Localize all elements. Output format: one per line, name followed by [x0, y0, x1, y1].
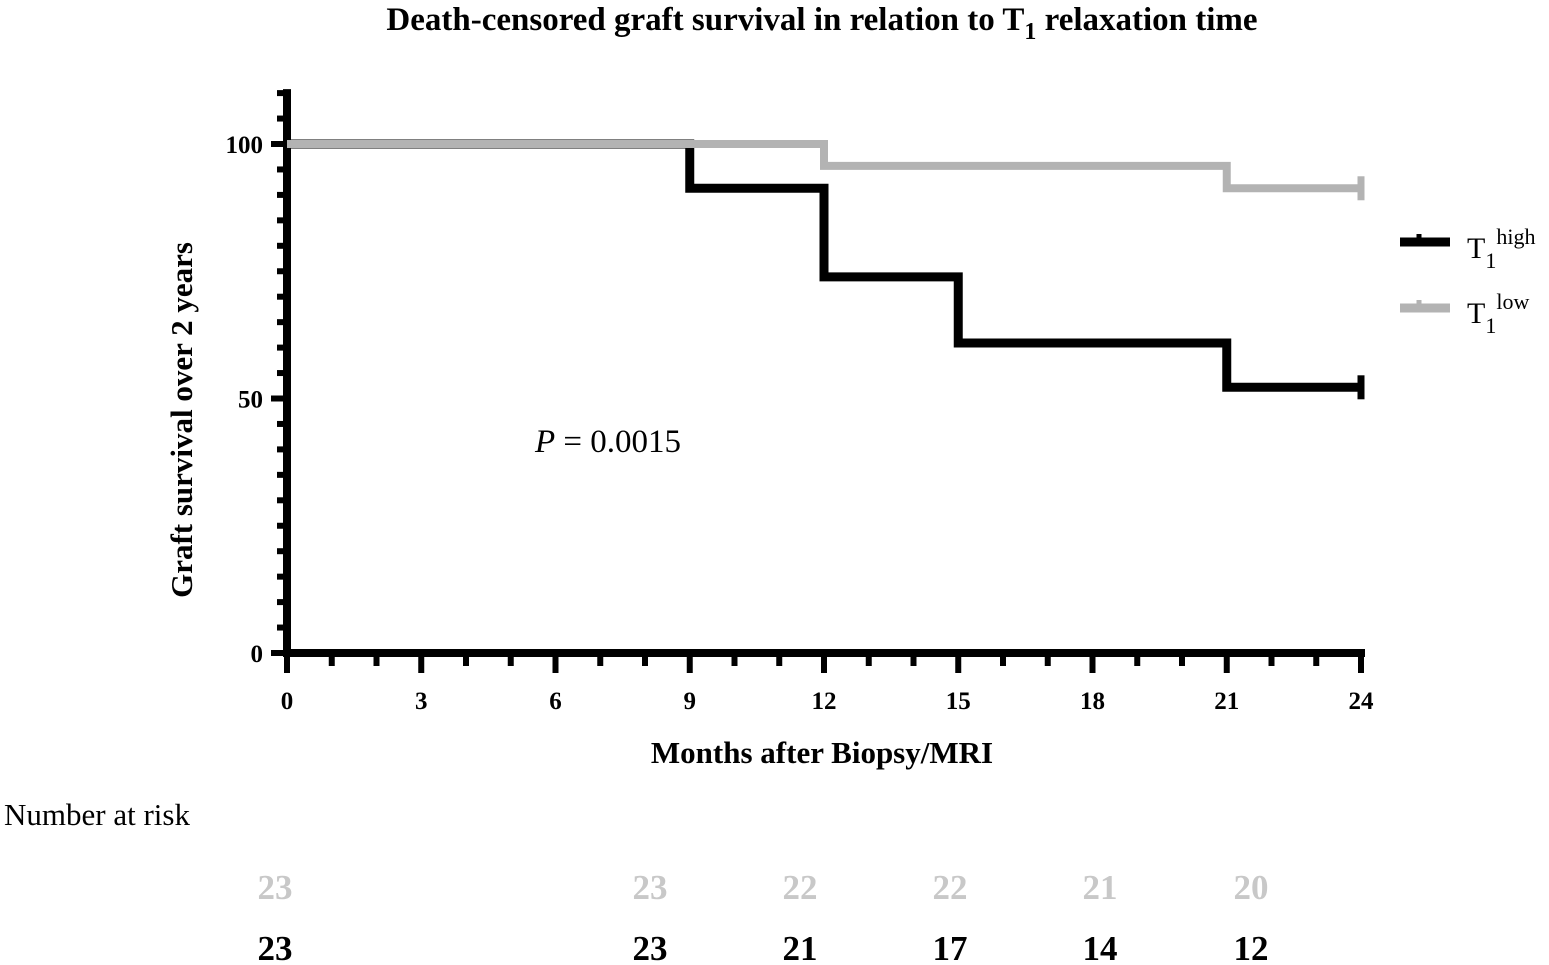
x-tick-label: 24 — [1349, 688, 1375, 715]
x-tick-label: 6 — [549, 688, 562, 715]
y-tick-label: 50 — [238, 387, 263, 414]
risk-count: 21 — [1083, 868, 1118, 907]
y-axis-label: Graft survival over 2 years — [164, 242, 199, 598]
x-tick-label: 9 — [684, 688, 697, 715]
risk-count: 21 — [783, 929, 818, 965]
p-value-annotation: P = 0.0015 — [534, 424, 681, 460]
x-tick-label: 0 — [281, 688, 294, 715]
legend: T1high T1low — [1400, 224, 1535, 338]
legend-label-high: T1high — [1467, 224, 1535, 273]
series-lines — [287, 139, 1365, 400]
risk-count: 23 — [633, 868, 668, 907]
chart-title: Death-censored graft survival in relatio… — [386, 2, 1257, 45]
chart-title-main: Death-censored graft survival in relatio… — [386, 2, 1024, 38]
risk-count: 23 — [633, 929, 668, 965]
chart-title-rest: relaxation time — [1036, 2, 1257, 38]
risk-count: 12 — [1234, 929, 1269, 965]
series-line-low — [287, 140, 1361, 193]
p-value-text: = 0.0015 — [555, 424, 681, 460]
p-value-symbol: P — [534, 424, 555, 460]
series-line-high — [287, 139, 1361, 392]
legend-label-low: T1low — [1467, 289, 1529, 338]
x-axis-label: Months after Biopsy/MRI — [651, 735, 993, 770]
x-tick-label: 12 — [812, 688, 837, 715]
y-tick-label: 0 — [251, 641, 264, 668]
risk-table: 23 23 22 22 21 20 23 23 21 17 14 12 — [258, 868, 1269, 965]
risk-count: 22 — [933, 868, 968, 907]
x-tick-label: 21 — [1214, 688, 1239, 715]
chart-title-subscript: 1 — [1024, 19, 1036, 45]
risk-count: 22 — [783, 868, 818, 907]
x-tick-label: 18 — [1080, 688, 1105, 715]
axes: 0 50 100 0 3 6 9 12 15 18 21 24 — [226, 89, 1375, 715]
risk-count: 23 — [258, 929, 293, 965]
y-tick-label: 100 — [226, 132, 264, 159]
risk-table-title: Number at risk — [4, 797, 190, 832]
risk-count: 20 — [1234, 868, 1269, 907]
x-tick-label: 3 — [415, 688, 428, 715]
risk-count: 14 — [1083, 929, 1118, 965]
x-tick-label: 15 — [946, 688, 971, 715]
risk-count: 17 — [933, 929, 968, 965]
risk-count: 23 — [258, 868, 293, 907]
